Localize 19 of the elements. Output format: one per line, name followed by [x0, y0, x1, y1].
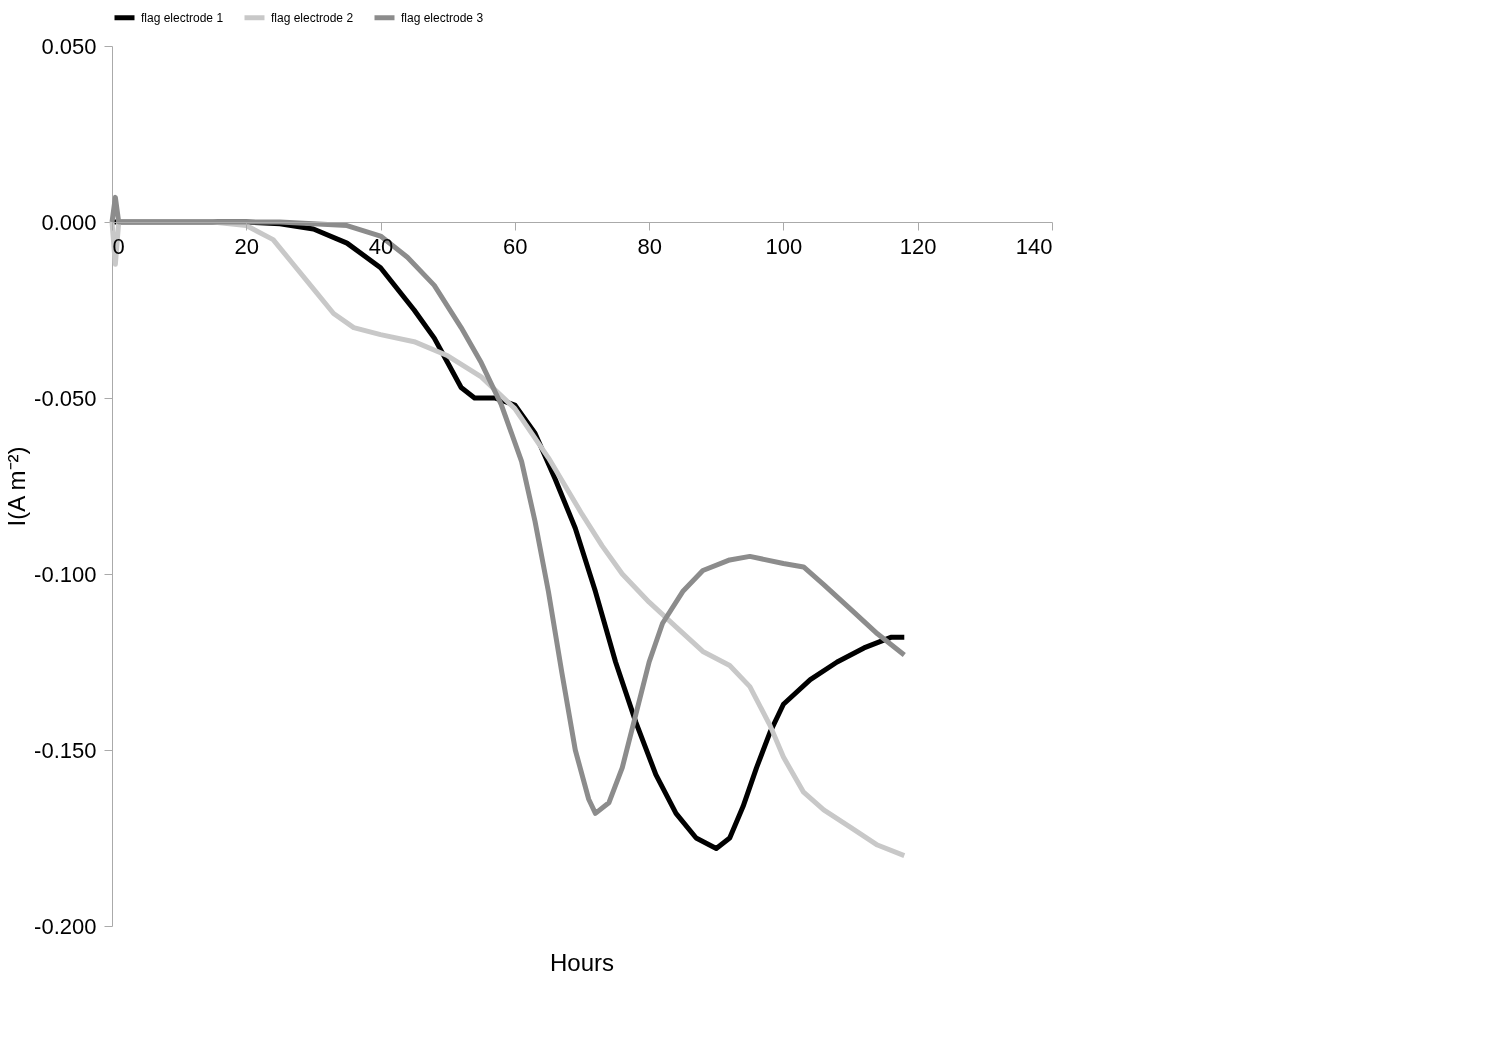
y-tick-label: 0.050: [41, 33, 97, 59]
x-tick-label: 40: [368, 233, 394, 259]
y-tick-label: -0.100: [34, 561, 97, 587]
x-tick-label: 140: [1015, 233, 1053, 259]
x-tick-label: 80: [637, 233, 662, 259]
x-tick-label: 100: [765, 233, 803, 259]
x-axis-title: Hours: [549, 949, 615, 976]
x-tick-label: 20: [234, 233, 260, 259]
x-tick-label: 120: [899, 233, 937, 259]
y-tick-label: 0.000: [41, 209, 97, 235]
legend-label: flag electrode 3: [401, 10, 484, 25]
y-tick-label: -0.200: [34, 913, 97, 939]
y-tick-label: -0.150: [34, 737, 97, 763]
y-tick-label: -0.050: [34, 385, 97, 411]
x-tick-label: 60: [503, 233, 528, 259]
x-tick-label: 0: [112, 233, 125, 259]
y-axis-title: I(A m⁻²): [3, 446, 31, 527]
legend-label: flag electrode 2: [271, 10, 354, 25]
legend-label: flag electrode 1: [141, 10, 224, 25]
